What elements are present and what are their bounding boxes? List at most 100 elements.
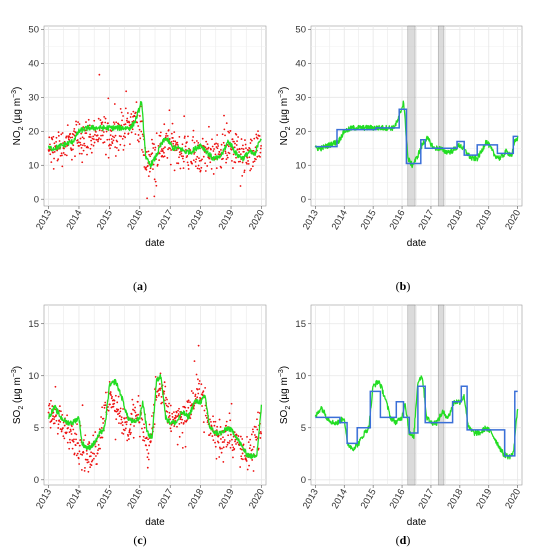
raw-data-point: [59, 428, 62, 430]
raw-data-point: [228, 442, 231, 444]
raw-data-point: [147, 458, 150, 461]
raw-data-point: [146, 456, 149, 459]
raw-data-point: [72, 148, 74, 151]
raw-data-point: [98, 73, 101, 76]
raw-data-point: [130, 413, 133, 415]
raw-data-point: [74, 432, 76, 435]
raw-data-point: [159, 387, 162, 390]
caption-paren-close: ): [406, 279, 410, 293]
raw-data-point: [185, 409, 188, 412]
raw-data-point: [123, 417, 126, 420]
raw-data-point: [200, 383, 203, 386]
raw-data-point: [139, 404, 142, 407]
raw-data-point: [98, 137, 100, 140]
raw-data-point: [236, 148, 239, 151]
y-axis-label-unit: (µg m: [279, 98, 290, 127]
raw-data-point: [246, 435, 248, 438]
raw-data-point: [195, 373, 198, 376]
raw-data-point: [86, 461, 89, 464]
raw-data-point: [63, 437, 66, 440]
raw-data-point: [212, 415, 214, 418]
raw-data-point: [49, 153, 52, 156]
raw-data-point: [229, 130, 232, 132]
x-tick-label: 2019: [474, 208, 494, 232]
raw-data-point: [229, 446, 232, 449]
x-tick-label: 2017: [416, 487, 436, 511]
raw-data-point: [213, 424, 216, 427]
raw-data-point: [149, 440, 152, 443]
raw-data-point: [181, 157, 184, 160]
raw-data-point: [216, 134, 219, 136]
raw-data-point: [241, 174, 244, 177]
raw-data-point: [147, 175, 150, 178]
raw-data-point: [198, 380, 201, 382]
raw-data-point: [75, 433, 78, 436]
raw-data-point: [174, 414, 177, 417]
raw-data-point: [253, 160, 256, 163]
caption-paren-close: ): [143, 279, 147, 293]
raw-data-point: [78, 463, 81, 465]
raw-data-point: [73, 452, 76, 455]
raw-data-point: [94, 445, 97, 448]
raw-data-point: [198, 382, 200, 385]
raw-data-point: [84, 434, 87, 437]
y-axis-label-close: ): [12, 87, 23, 90]
raw-data-point: [159, 131, 162, 134]
raw-data-point: [126, 112, 129, 114]
raw-data-point: [70, 149, 73, 152]
raw-data-point: [146, 449, 149, 451]
raw-data-point: [165, 404, 168, 407]
raw-data-point: [61, 165, 64, 168]
raw-data-point: [223, 439, 226, 441]
raw-data-point: [151, 152, 154, 155]
raw-data-point: [148, 423, 151, 426]
raw-data-point: [218, 151, 221, 153]
raw-data-point: [137, 413, 140, 416]
raw-data-point: [112, 121, 115, 124]
x-axis-label: date: [145, 517, 165, 528]
raw-data-point: [138, 421, 141, 424]
raw-data-point: [137, 140, 140, 143]
raw-data-point: [196, 167, 199, 170]
y-axis-label-exponent: −3: [11, 90, 18, 98]
raw-data-point: [194, 395, 197, 398]
raw-data-point: [225, 445, 228, 448]
y-axis-label-subscript: 2: [18, 406, 25, 410]
raw-data-point: [148, 170, 151, 173]
raw-data-point: [251, 428, 254, 431]
raw-data-point: [163, 381, 166, 384]
raw-data-point: [182, 421, 185, 424]
raw-data-point: [258, 135, 261, 137]
raw-data-point: [141, 427, 143, 430]
raw-data-point: [240, 448, 243, 451]
raw-data-point: [187, 168, 190, 170]
raw-data-point: [66, 414, 69, 417]
raw-data-point: [203, 431, 205, 434]
x-tick-label: 2018: [186, 208, 206, 232]
raw-data-point: [59, 420, 62, 423]
y-axis-label-exponent: −3: [278, 369, 285, 377]
raw-data-point: [114, 134, 117, 137]
x-tick-label: 2013: [301, 487, 321, 511]
raw-data-point: [240, 455, 243, 458]
raw-data-point: [103, 404, 106, 407]
raw-data-point: [197, 344, 200, 347]
raw-data-point: [228, 152, 231, 155]
raw-data-point: [255, 436, 258, 438]
raw-data-point: [196, 155, 199, 158]
raw-data-point: [100, 426, 103, 429]
raw-data-point: [171, 137, 174, 139]
raw-data-point: [52, 167, 55, 170]
raw-data-point: [47, 411, 50, 414]
raw-data-point: [154, 149, 156, 151]
raw-data-point: [177, 409, 179, 412]
raw-data-point: [96, 138, 98, 141]
raw-data-point: [97, 140, 99, 143]
raw-data-point: [259, 437, 262, 439]
raw-data-point: [240, 138, 243, 140]
raw-data-point: [65, 154, 68, 157]
raw-data-point: [78, 144, 81, 147]
raw-data-point: [71, 425, 73, 428]
raw-data-point: [239, 185, 242, 187]
raw-data-point: [58, 419, 61, 422]
